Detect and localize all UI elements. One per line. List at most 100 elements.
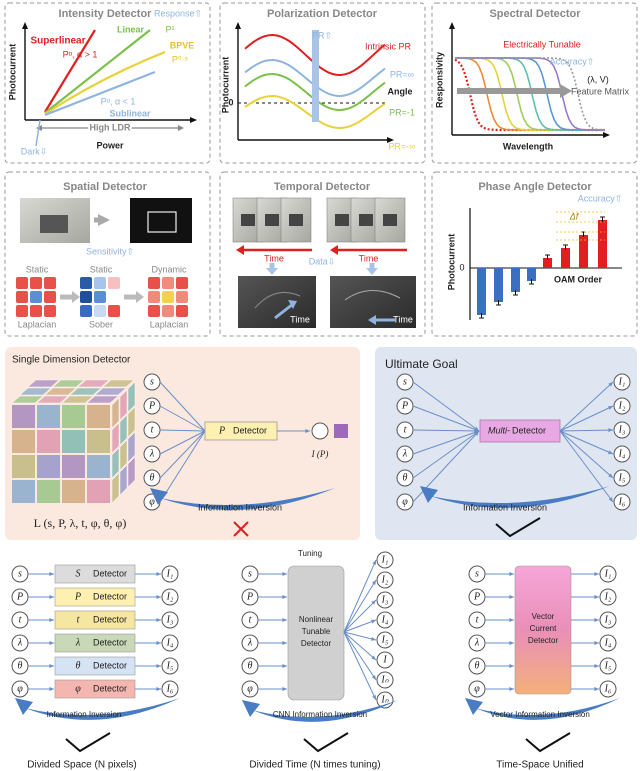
- arrow-head: [156, 572, 161, 576]
- panel: [219, 171, 426, 337]
- arrow-head: [371, 655, 376, 660]
- label: Detector: [93, 591, 127, 601]
- cube-side: [127, 431, 136, 463]
- cube-cell: [62, 455, 85, 478]
- kernel-cell: [162, 277, 174, 289]
- line: [412, 430, 480, 479]
- curve: [254, 292, 301, 309]
- output-node: [376, 671, 394, 689]
- kernel-cell: [16, 291, 28, 303]
- arrow-head: [368, 315, 376, 325]
- photo-object: [265, 214, 279, 226]
- arrow-head: [282, 641, 287, 645]
- panel: [431, 171, 638, 337]
- label: θ: [150, 472, 155, 483]
- line: [343, 599, 377, 633]
- label: Nonlinear: [299, 615, 334, 624]
- label: t: [19, 614, 22, 625]
- arrow-head: [156, 641, 161, 645]
- kernel-cell: [80, 277, 92, 289]
- check-mark: [65, 732, 111, 753]
- label: Detector: [93, 614, 127, 624]
- label: Detector: [93, 637, 127, 647]
- label: t: [151, 424, 154, 435]
- output-node: [161, 657, 179, 675]
- label: I₅: [604, 660, 612, 671]
- label: θ: [18, 660, 23, 671]
- cube-cell: [12, 430, 35, 453]
- inversion-arrow: [252, 700, 398, 722]
- label: I₁: [166, 568, 174, 579]
- arrow-head: [72, 291, 80, 303]
- cube-cell: [12, 455, 35, 478]
- curve: [44, 70, 156, 117]
- label: P: [473, 591, 480, 602]
- label: Current: [530, 624, 557, 633]
- check-mark: [303, 732, 349, 753]
- label: I₁: [604, 568, 612, 579]
- arrow-head: [371, 619, 376, 624]
- kernel-cell: [176, 305, 188, 317]
- cube-cell: [87, 455, 110, 478]
- kernel-cell: [148, 277, 160, 289]
- label: Time: [359, 253, 379, 263]
- label: λ: [17, 637, 23, 648]
- kernel-cell: [108, 305, 120, 317]
- label: λ: [474, 637, 480, 648]
- label: s: [18, 568, 22, 579]
- panel: [375, 347, 637, 540]
- output-node: [376, 631, 394, 649]
- label: Detector: [93, 660, 127, 670]
- output-node: [613, 445, 631, 463]
- label: Detector: [512, 425, 546, 435]
- arrow-head: [98, 214, 110, 226]
- label: PR=-∞: [388, 141, 415, 151]
- photo-object: [359, 214, 373, 226]
- label: Intrinsic PR: [365, 41, 412, 51]
- label: Photocurrent: [220, 57, 230, 114]
- output-node: [599, 657, 617, 675]
- label: t: [77, 614, 80, 625]
- line: [343, 579, 377, 633]
- line: [35, 119, 41, 147]
- label: Information Inversion: [47, 710, 122, 719]
- arrow-head: [178, 125, 184, 131]
- line: [274, 302, 294, 320]
- cube-top: [19, 387, 52, 396]
- cube-cell: [12, 405, 35, 428]
- label: I₃: [166, 614, 174, 625]
- label: I₄: [166, 637, 174, 648]
- kernel-cell: [162, 291, 174, 303]
- arrow-head: [594, 595, 599, 599]
- bar: [494, 268, 503, 302]
- photo-object: [289, 214, 303, 226]
- line: [343, 631, 377, 681]
- output-node: [599, 611, 617, 629]
- arrow-head: [330, 245, 338, 255]
- label: I: [382, 654, 387, 665]
- panel-title: Intensity Detector: [59, 8, 153, 20]
- bar: [511, 268, 520, 292]
- label: φ: [149, 496, 155, 507]
- label: φ: [247, 683, 253, 694]
- inversion-arrow: [430, 486, 610, 508]
- bar: [527, 268, 536, 281]
- check-mark: [525, 732, 571, 753]
- label: s: [403, 376, 407, 387]
- label: I₁: [381, 554, 389, 565]
- label: I₆: [618, 496, 626, 507]
- label: Static: [90, 264, 113, 274]
- arrow-head: [156, 618, 161, 622]
- label: I₄: [381, 614, 389, 625]
- label: I₃: [381, 594, 389, 605]
- arrow-head: [236, 245, 244, 255]
- line: [343, 619, 377, 633]
- cube-side: [127, 381, 136, 413]
- label: P: [148, 400, 155, 411]
- label: Tunable: [302, 627, 331, 636]
- label: Pᵅ, α < 1: [101, 96, 136, 106]
- inversion-arrow: [160, 488, 335, 510]
- cube-side: [111, 397, 120, 429]
- line: [412, 381, 480, 432]
- cube-cell: [37, 480, 60, 503]
